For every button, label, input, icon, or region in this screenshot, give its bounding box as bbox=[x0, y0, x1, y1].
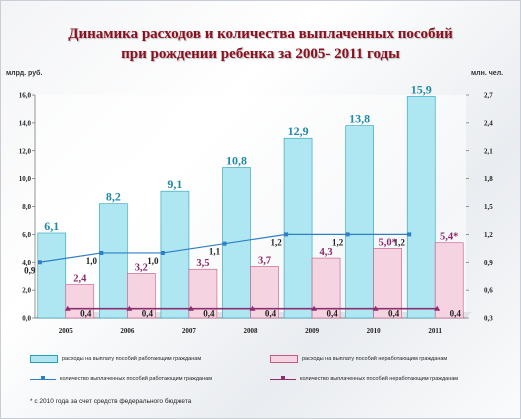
x-axis-tick-label: 2007 bbox=[182, 327, 197, 335]
legend-item: расходы на выплату пособий неработающим … bbox=[270, 355, 447, 363]
line-nonworking-count-marker bbox=[311, 305, 318, 311]
line-nonworking-count-marker bbox=[187, 305, 194, 311]
bar-working bbox=[160, 190, 190, 319]
line-working-count-data-label: 1,0 bbox=[147, 256, 159, 266]
line-working-count-data-label: 1,1 bbox=[209, 247, 221, 257]
line-nonworking-count-data-label: 0,4 bbox=[203, 309, 215, 319]
bar-working-data-label: 15,9 bbox=[411, 82, 432, 96]
line-working-count-data-label: 1,0 bbox=[86, 256, 98, 266]
chart-title-line-2: при рождении ребенка за 2005- 2011 годы bbox=[121, 46, 400, 62]
bar-nonworking bbox=[65, 284, 95, 319]
line-nonworking-count-marker bbox=[126, 305, 133, 311]
left-axis-tick-label: 6,0 bbox=[22, 231, 31, 239]
bar-nonworking bbox=[434, 242, 464, 319]
x-axis-tick-label: 2010 bbox=[367, 327, 382, 335]
bar-working-data-label: 10,8 bbox=[226, 153, 247, 167]
line-nonworking-count-marker bbox=[372, 305, 379, 311]
left-axis-tick-label: 12,0 bbox=[19, 147, 32, 155]
legend-swatch bbox=[30, 375, 56, 380]
line-working-count-marker bbox=[37, 260, 42, 265]
bar-working bbox=[99, 203, 128, 319]
line-working-count-data-label: 1,2 bbox=[270, 237, 282, 247]
bar-nonworking-data-label: 5,4* bbox=[440, 232, 458, 243]
left-axis-tick-label: 16,0 bbox=[19, 92, 32, 100]
bar-working bbox=[283, 137, 313, 319]
bar-working bbox=[345, 125, 374, 319]
x-axis-tick-label: 2009 bbox=[305, 327, 320, 335]
right-axis-tick-label: 2,4 bbox=[484, 119, 493, 127]
legend-swatch bbox=[270, 355, 298, 363]
legend-label: расходы на выплату пособий работающим гр… bbox=[62, 356, 202, 362]
right-axis-tick-label: 2,7 bbox=[484, 92, 493, 100]
legend-label: количество выплаченных пособий работающи… bbox=[60, 376, 212, 382]
bar-nonworking bbox=[188, 268, 218, 319]
bar-working-data-label: 13,8 bbox=[349, 112, 370, 126]
right-axis-unit: млн. чел. bbox=[471, 70, 504, 77]
x-axis-tick-label: 2011 bbox=[428, 327, 442, 335]
left-axis-tick-label: 2,0 bbox=[22, 287, 31, 295]
right-axis-tick-label: 1,5 bbox=[484, 203, 493, 211]
line-nonworking-count-data-label: 0,4 bbox=[388, 309, 400, 319]
line-working-count-marker bbox=[407, 232, 412, 237]
line-working-count-marker bbox=[284, 232, 289, 237]
line-nonworking-count-data-label: 0,4 bbox=[326, 309, 338, 319]
line-working-count-data-label: 1,2 bbox=[332, 237, 344, 247]
line-nonworking-count-marker bbox=[249, 305, 256, 311]
line-nonworking-count-data-label: 0,4 bbox=[142, 309, 154, 319]
right-axis-tick-label: 1,8 bbox=[484, 175, 493, 183]
x-axis-tick-label: 2006 bbox=[120, 327, 135, 335]
line-nonworking-count-data-label: 0,4 bbox=[450, 309, 462, 319]
left-axis-tick-label: 10,0 bbox=[19, 175, 32, 183]
left-axis-tick-label: 14,0 bbox=[19, 119, 32, 127]
line-working-count-marker bbox=[160, 250, 165, 255]
left-axis-tick-label: 4,0 bbox=[22, 259, 31, 267]
legend-marker-icon bbox=[281, 375, 285, 380]
line-nonworking-count-marker bbox=[434, 305, 441, 311]
bar-nonworking-data-label: 3,5 bbox=[196, 258, 209, 269]
legend-swatch bbox=[30, 355, 58, 363]
bar-working-data-label: 12,9 bbox=[288, 124, 309, 138]
line-working-count-data-label: 0,9 bbox=[24, 265, 36, 275]
bar-working bbox=[37, 232, 67, 319]
left-axis-tick-label: 8,0 bbox=[22, 203, 31, 211]
right-axis-tick-label: 0,6 bbox=[484, 287, 493, 295]
right-axis-tick-label: 2,1 bbox=[484, 147, 493, 155]
legend-marker-icon bbox=[41, 375, 45, 380]
line-nonworking-count-data-label: 0,4 bbox=[80, 309, 92, 319]
legend-label: расходы на выплату пособий неработающим … bbox=[302, 356, 448, 362]
chart-title-line-1: Динамика расходов и количества выплаченн… bbox=[68, 26, 453, 42]
left-axis-tick-label: 0,0 bbox=[22, 315, 31, 323]
line-working-count-marker bbox=[345, 232, 350, 237]
bar-working-data-label: 8,2 bbox=[106, 190, 121, 204]
bar-nonworking-data-label: 5,0* bbox=[378, 237, 396, 248]
line-nonworking-count-data-label: 0,4 bbox=[265, 309, 277, 319]
legend-item: количество выплаченных пособий работающи… bbox=[30, 375, 212, 382]
line-working-count-data-label: 1,2 bbox=[394, 237, 406, 247]
chart-footnote: * с 2010 года за счет средств федерально… bbox=[30, 398, 192, 405]
bar-nonworking-data-label: 3,7 bbox=[258, 255, 271, 266]
bar-nonworking-data-label: 4,3 bbox=[320, 247, 333, 258]
right-axis-tick-label: 0,3 bbox=[484, 315, 493, 323]
line-working-count-marker bbox=[222, 241, 227, 246]
legend-item: количество выплаченных пособий неработаю… bbox=[270, 375, 459, 382]
bar-nonworking-data-label: 2,4 bbox=[73, 274, 87, 285]
line-working-count-marker bbox=[99, 250, 104, 255]
legend-label: количество выплаченных пособий неработаю… bbox=[300, 376, 459, 382]
bar-working-data-label: 9,1 bbox=[167, 177, 182, 191]
x-axis-tick-label: 2008 bbox=[244, 327, 259, 335]
x-axis-tick-label: 2005 bbox=[59, 327, 74, 335]
bar-working bbox=[406, 96, 436, 319]
bar-working-data-label: 6,1 bbox=[44, 219, 59, 233]
legend-item: расходы на выплату пособий работающим гр… bbox=[30, 355, 201, 363]
line-nonworking-count-marker bbox=[64, 305, 71, 311]
left-axis-unit: млрд. руб. bbox=[6, 70, 43, 77]
legend-swatch bbox=[270, 375, 296, 380]
bar-nonworking-data-label: 3,2 bbox=[135, 262, 148, 273]
bar-nonworking bbox=[373, 248, 402, 319]
right-axis-tick-label: 1,2 bbox=[484, 231, 493, 239]
right-axis-tick-label: 0,9 bbox=[484, 259, 493, 267]
